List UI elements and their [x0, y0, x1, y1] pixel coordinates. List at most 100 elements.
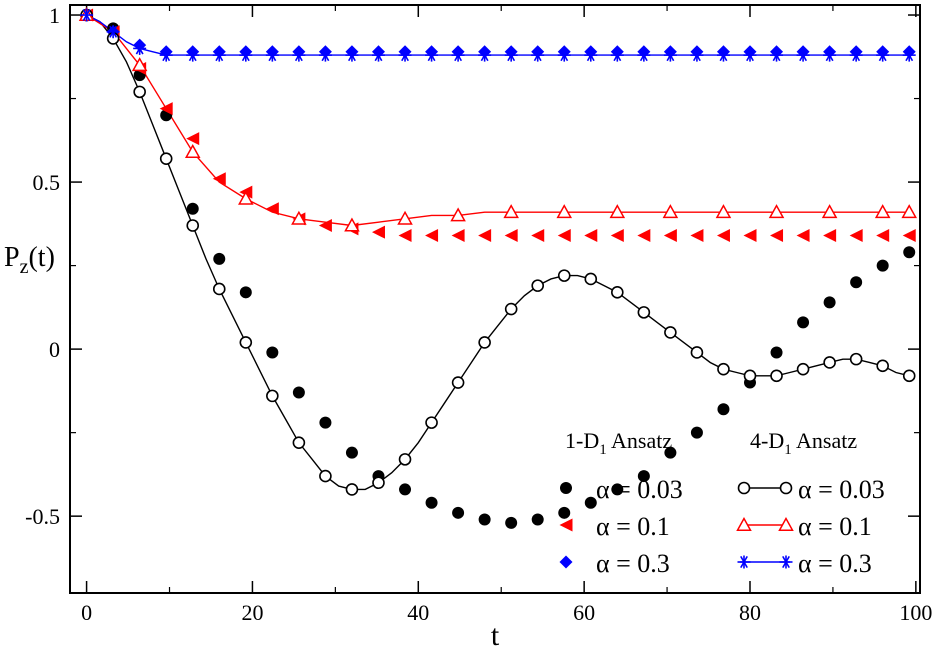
- series-1-points: [80, 8, 916, 243]
- x-axis-title: t: [491, 619, 500, 652]
- data-point: [292, 436, 306, 449]
- data-point: [504, 302, 518, 316]
- data-point: [664, 446, 677, 459]
- legend-header-1d-pre: 1-D: [565, 428, 599, 453]
- data-point: [903, 246, 916, 259]
- data-point: [399, 483, 412, 496]
- legend-symbol: [559, 518, 573, 532]
- data-point: [796, 229, 810, 243]
- y-axis-title-main: P: [4, 242, 20, 273]
- data-point: [849, 48, 863, 62]
- data-point: [611, 483, 624, 496]
- data-point: [796, 48, 810, 62]
- data-point: [184, 143, 201, 158]
- data-point: [186, 132, 200, 146]
- legend-symbol: [778, 516, 794, 531]
- data-point: [715, 204, 732, 219]
- data-point: [345, 483, 359, 496]
- data-point: [609, 204, 626, 219]
- data-point: [133, 85, 146, 99]
- series-4-points: [78, 6, 917, 232]
- data-point: [531, 48, 545, 62]
- legend-symbol: [736, 516, 752, 531]
- y-tick-label: 0: [49, 337, 60, 362]
- data-point: [823, 48, 837, 62]
- series-layer: [78, 6, 917, 529]
- data-point: [531, 229, 545, 243]
- data-point: [186, 202, 199, 215]
- data-point: [902, 369, 916, 383]
- legend-symbol: [559, 555, 573, 569]
- data-point: [159, 152, 173, 165]
- data-point: [662, 204, 679, 219]
- data-point: [531, 279, 545, 292]
- data-point: [770, 369, 783, 383]
- data-point: [398, 48, 412, 62]
- y-axis-title: Pz(t): [4, 242, 55, 278]
- x-tick-label: 20: [241, 600, 263, 625]
- data-point: [478, 336, 491, 349]
- data-point: [770, 229, 784, 243]
- series-3-points: [80, 8, 916, 496]
- data-point: [663, 48, 677, 62]
- data-point: [850, 276, 863, 289]
- data-point: [239, 286, 252, 299]
- data-point: [106, 25, 120, 39]
- data-point: [558, 506, 571, 519]
- data-point: [584, 272, 598, 286]
- data-point: [716, 48, 730, 62]
- data-point: [556, 204, 573, 219]
- data-point: [637, 229, 651, 243]
- data-point: [345, 446, 358, 459]
- x-tick-label: 80: [739, 600, 761, 625]
- data-point: [770, 48, 784, 62]
- data-point: [690, 426, 703, 439]
- legend-label-1d-alpha-01: α = 0.1: [596, 512, 670, 541]
- data-point: [504, 229, 518, 243]
- data-point: [770, 346, 783, 359]
- data-point: [159, 102, 173, 116]
- data-point: [716, 229, 730, 243]
- data-point: [238, 190, 254, 205]
- data-point: [611, 286, 624, 299]
- data-point: [690, 346, 704, 359]
- data-point: [902, 229, 916, 243]
- legend-symbol: [560, 482, 572, 494]
- data-point: [372, 476, 385, 490]
- series-5-points: [80, 8, 916, 62]
- data-point: [186, 219, 200, 232]
- data-point: [344, 217, 360, 232]
- data-point: [265, 202, 279, 216]
- x-tick-label: 40: [407, 600, 429, 625]
- data-point: [664, 326, 677, 339]
- legend-symbol: [737, 481, 751, 495]
- legend-label-1d-alpha-003: α = 0.03: [596, 475, 683, 504]
- data-point: [610, 48, 624, 62]
- data-point: [557, 229, 571, 243]
- data-point: [318, 48, 332, 62]
- data-point: [876, 48, 890, 62]
- data-point: [292, 48, 306, 62]
- data-point: [743, 48, 757, 62]
- data-point: [637, 470, 650, 483]
- data-point: [345, 48, 359, 62]
- legend-symbol: [779, 481, 793, 495]
- data-point: [876, 359, 889, 373]
- legend-label-4d-alpha-01: α = 0.1: [798, 512, 872, 541]
- data-point: [504, 48, 518, 62]
- data-point: [637, 306, 651, 319]
- data-point: [80, 8, 94, 22]
- legend-header-4d-post: Ansatz: [792, 428, 858, 453]
- data-point: [584, 48, 598, 62]
- data-point: [823, 229, 837, 243]
- data-point: [212, 48, 226, 62]
- data-point: [821, 204, 838, 219]
- data-point: [478, 513, 491, 526]
- data-point: [557, 269, 571, 282]
- data-point: [266, 346, 279, 359]
- data-point: [797, 316, 810, 329]
- y-tick-label: -0.5: [25, 504, 60, 529]
- data-point: [239, 336, 253, 349]
- data-point: [876, 229, 890, 243]
